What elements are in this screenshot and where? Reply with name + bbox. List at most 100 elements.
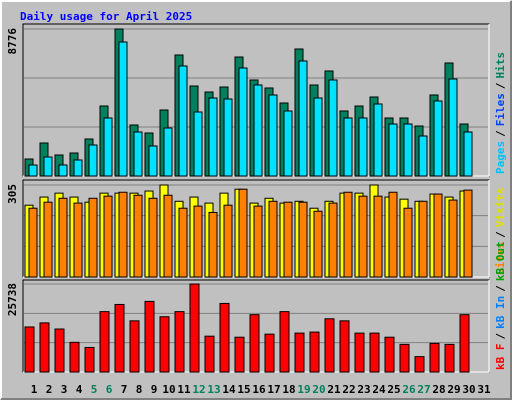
bar [433,193,443,278]
bar [249,314,260,373]
x-tick-label: 20 [312,383,325,396]
x-tick-label: 3 [61,383,68,396]
x-tick-label: 17 [267,383,280,396]
legend-entry: kB F [494,344,507,371]
bar [388,123,398,177]
x-tick-label: 19 [297,383,310,396]
x-tick-label: 31 [477,383,491,396]
y-tick-label: 25738 [6,283,19,316]
bar [459,314,470,373]
legend-entry: Sites [494,242,507,275]
legend-entry: Hits [494,52,507,79]
bar [69,341,80,373]
bar [208,211,218,278]
bar [328,202,338,278]
bar [369,332,380,373]
x-tick-label: 12 [192,383,205,396]
bar [294,332,305,373]
bar [189,283,200,373]
x-tick-label: 10 [162,383,175,396]
bar [234,336,245,373]
x-tick-label: 25 [387,383,400,396]
bar [253,84,263,177]
chart-title: Daily usage for April 2025 [20,10,192,23]
bar [73,202,83,278]
legend-separator: / [494,285,507,292]
bar [328,79,338,177]
x-tick-label: 6 [106,383,113,396]
x-tick-label: 15 [237,383,250,396]
bar [238,188,248,278]
bar [388,191,398,278]
bar [309,331,320,373]
bar [178,65,188,177]
bar [99,311,110,373]
x-tick-label: 24 [372,383,386,396]
bar [133,194,143,278]
x-tick-label: 5 [91,383,98,396]
bar [148,197,158,278]
bar [103,195,113,278]
x-tick-label: 11 [177,383,191,396]
bar [373,103,383,177]
bar [343,117,353,177]
bar [223,98,233,177]
x-tick-label: 16 [252,383,266,396]
bar [223,204,233,278]
bar [324,318,335,373]
bar [444,343,455,373]
y-tick-label: 8776 [6,28,19,55]
bar [283,110,293,177]
bar [58,197,68,278]
x-tick-label: 27 [417,383,430,396]
bar [463,189,473,278]
bar [219,302,230,373]
bar [24,326,35,373]
bar [268,94,278,177]
bar [148,145,158,177]
x-tick-label: 28 [432,383,445,396]
x-tick-label: 14 [222,383,236,396]
bar [114,303,125,373]
bar [463,131,473,177]
x-tick-label: 9 [151,383,158,396]
bar [163,127,173,177]
bar [39,322,50,373]
bar [193,111,203,177]
bar [159,316,170,373]
bar [163,194,173,278]
x-tick-label: 13 [207,383,220,396]
bar [418,135,428,177]
legend-entry: Pages [494,141,507,174]
bar [358,195,368,278]
bar [129,320,140,373]
bar [418,200,428,278]
bar [268,200,278,278]
bar [54,328,65,373]
bar [298,60,308,177]
legend-entry: Visits [494,188,507,228]
legend-separator: / [494,130,507,137]
bar [399,343,410,373]
bar [339,320,350,373]
bar [448,199,458,278]
bar [118,41,128,177]
legend: kB F / kB In / kB Out [494,241,507,370]
bar [84,346,95,373]
bar [88,144,98,177]
bar [448,78,458,177]
y-tick-label: 305 [6,184,19,204]
x-tick-label: 22 [342,383,355,396]
x-tick-label: 26 [402,383,416,396]
bar [88,197,98,278]
x-tick-label: 1 [31,383,38,396]
x-tick-label: 29 [447,383,460,396]
bar [174,311,185,373]
bar [313,210,323,278]
bar [58,164,68,177]
bar [178,207,188,278]
bar [414,356,425,373]
bar [433,100,443,177]
x-tick-label: 30 [462,383,475,396]
